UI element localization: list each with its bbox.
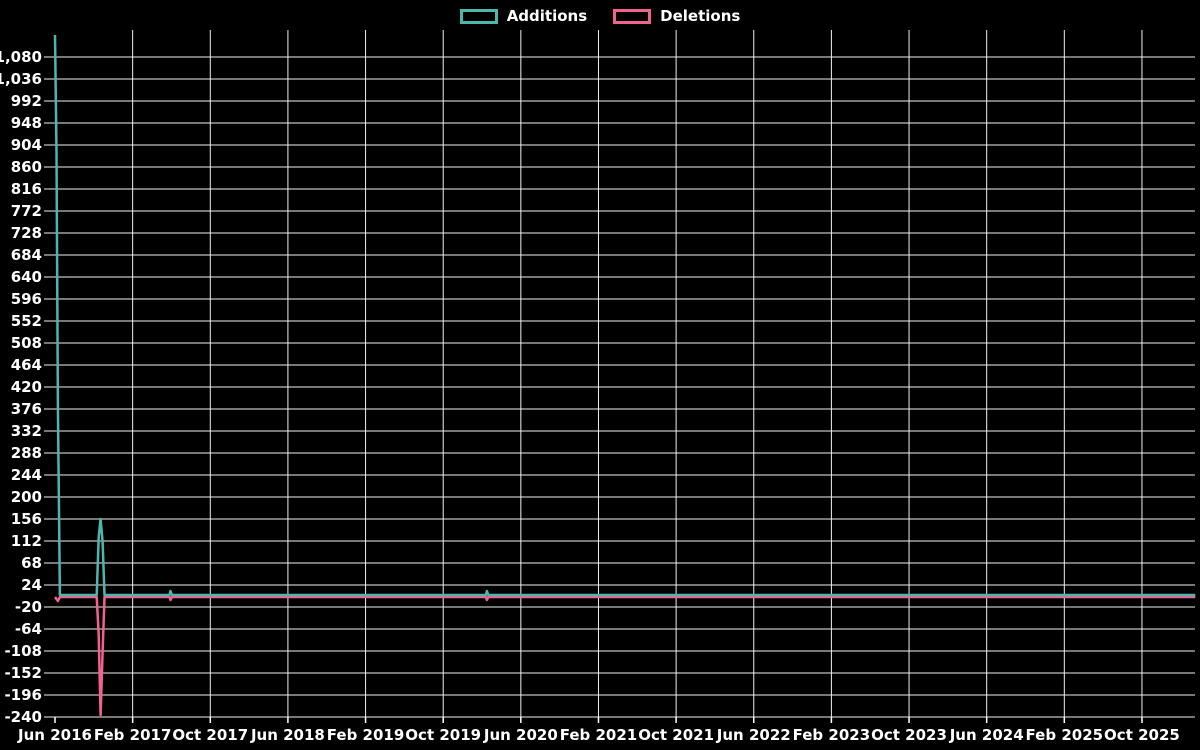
x-tick-label: Jun 2020 (483, 726, 558, 744)
y-tick-label: 1,080 (0, 48, 42, 66)
deletions-series-path (53, 595, 1196, 717)
y-tick-label: -20 (15, 598, 42, 616)
legend-item-additions[interactable]: Additions (459, 7, 588, 25)
additions-series-path (53, 34, 1196, 597)
y-tick-label: 112 (11, 532, 42, 550)
x-gridlines (132, 30, 1143, 717)
additions-line (53, 34, 1196, 597)
y-tick-label: 200 (11, 488, 42, 506)
deletions-swatch-icon (613, 8, 652, 24)
legend: Additions Deletions (0, 8, 1200, 24)
y-tick-label: 904 (11, 136, 42, 154)
x-axis-ticks (54, 717, 1143, 723)
y-tick-label: 508 (11, 334, 42, 352)
x-tick-label: Oct 2017 (172, 726, 248, 744)
x-tick-label: Feb 2025 (1026, 726, 1104, 744)
x-tick-label: Jun 2018 (250, 726, 325, 744)
x-tick-label: Oct 2023 (871, 726, 947, 744)
y-tick-label: 552 (11, 312, 42, 330)
legend-item-deletions[interactable]: Deletions (613, 8, 740, 24)
y-tick-label: 596 (11, 290, 42, 308)
x-tick-label: Oct 2025 (1104, 726, 1180, 744)
x-tick-label: Oct 2021 (638, 726, 714, 744)
additions-legend-label: Additions (506, 7, 588, 25)
y-tick-label: -64 (15, 620, 42, 638)
y-tick-label: 24 (21, 576, 42, 594)
y-tick-label: 156 (11, 510, 42, 528)
y-tick-label: 288 (11, 444, 42, 462)
y-tick-label: 860 (11, 158, 42, 176)
y-axis-labels: 1,080 1,036 992 948 904 860 816 772 728 684 640 596… (0, 48, 42, 726)
y-tick-label: -196 (4, 686, 42, 704)
y-tick-label: 464 (11, 356, 42, 374)
y-tick-label: 640 (11, 268, 42, 286)
y-tick-label: 332 (11, 422, 42, 440)
y-tick-label: 948 (11, 114, 42, 132)
additions-swatch-icon (459, 8, 498, 24)
y-tick-label: 420 (11, 378, 42, 396)
y-tick-label: -152 (4, 664, 42, 682)
x-tick-label: Feb 2017 (94, 726, 172, 744)
y-tick-label: 684 (11, 246, 42, 264)
x-tick-label: Feb 2023 (793, 726, 871, 744)
x-tick-label: Oct 2019 (405, 726, 481, 744)
x-axis-labels: Jun 2016 Feb 2017 Oct 2017 Jun 2018 Feb 2019… (17, 726, 1180, 744)
y-tick-label: 1,036 (0, 70, 42, 88)
x-tick-label: Jun 2016 (17, 726, 92, 744)
y-tick-label: 376 (11, 400, 42, 418)
x-tick-label: Jun 2024 (949, 726, 1024, 744)
y-tick-label: 244 (11, 466, 42, 484)
y-tick-label: -108 (4, 642, 42, 660)
y-tick-label: 992 (11, 92, 42, 110)
y-tick-label: 728 (11, 224, 42, 242)
y-tick-label: -240 (4, 708, 42, 726)
x-tick-label: Feb 2021 (560, 726, 638, 744)
y-tick-label: 772 (11, 202, 42, 220)
deletions-line (53, 595, 1196, 717)
x-tick-label: Feb 2019 (327, 726, 405, 744)
deletions-legend-label: Deletions (660, 7, 741, 25)
y-tick-label: 68 (21, 554, 42, 572)
y-gridlines (44, 56, 1195, 718)
x-tick-label: Jun 2022 (716, 726, 791, 744)
y-tick-label: 816 (11, 180, 42, 198)
